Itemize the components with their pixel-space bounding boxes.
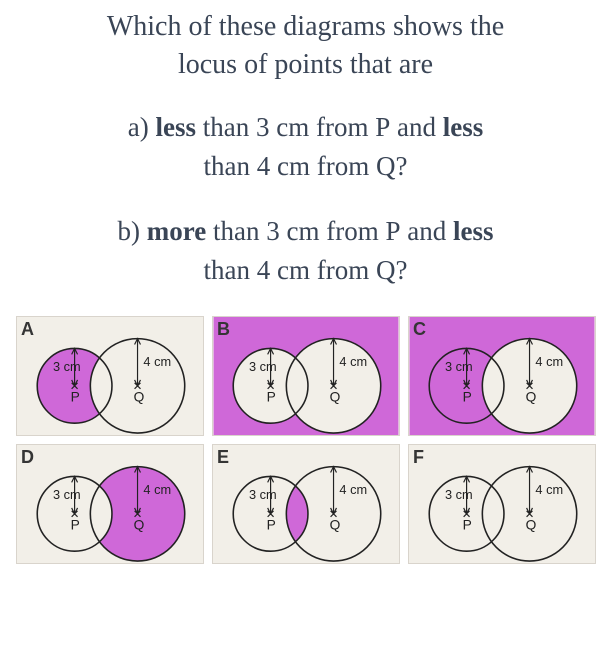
t: 3 cm — [256, 112, 309, 142]
venn-diagram: 3 cm 4 cm P Q — [409, 317, 595, 435]
svg-text:3 cm: 3 cm — [249, 359, 277, 374]
t: than — [206, 216, 266, 246]
part-b: b) more than 3 cm from P and less than 4… — [10, 212, 601, 290]
svg-text:3 cm: 3 cm — [53, 487, 81, 502]
t: and — [390, 112, 442, 142]
part-b-bold2: less — [453, 216, 494, 246]
t: from — [310, 255, 376, 285]
t: Q — [376, 255, 396, 285]
svg-text:3 cm: 3 cm — [445, 487, 473, 502]
svg-text:4 cm: 4 cm — [535, 482, 563, 497]
svg-text:P: P — [71, 390, 80, 405]
svg-text:P: P — [463, 390, 472, 405]
svg-text:Q: Q — [330, 518, 341, 533]
venn-diagram: 3 cm 4 cm P Q — [213, 317, 399, 435]
svg-text:Q: Q — [330, 390, 341, 405]
question-intro: Which of these diagrams shows the locus … — [10, 8, 601, 84]
part-a-prefix: a) — [128, 112, 156, 142]
t: from — [319, 216, 385, 246]
part-a-bold2: less — [443, 112, 484, 142]
svg-text:4 cm: 4 cm — [143, 482, 171, 497]
panel-label-c: C — [413, 319, 426, 340]
svg-text:P: P — [463, 518, 472, 533]
svg-text:4 cm: 4 cm — [143, 354, 171, 369]
svg-text:Q: Q — [526, 518, 537, 533]
part-b-bold1: more — [147, 216, 206, 246]
svg-text:Q: Q — [134, 390, 145, 405]
t: and — [401, 216, 453, 246]
venn-diagram: 3 cm 4 cm P Q — [17, 445, 203, 563]
svg-text:3 cm: 3 cm — [249, 487, 277, 502]
part-a: a) less than 3 cm from P and less than 4… — [10, 108, 601, 186]
svg-text:P: P — [71, 518, 80, 533]
t: ? — [396, 255, 408, 285]
intro-line2: locus of points that are — [178, 49, 433, 80]
svg-text:4 cm: 4 cm — [535, 354, 563, 369]
t: 3 cm — [266, 216, 319, 246]
t: than — [204, 255, 257, 285]
t: from — [310, 151, 376, 181]
t: 4 cm — [257, 151, 310, 181]
svg-text:3 cm: 3 cm — [445, 359, 473, 374]
panel-a: A 3 cm 4 cm P Q — [16, 316, 204, 436]
diagram-grid: A 3 cm 4 cm P Q B — [10, 316, 601, 564]
t: 4 cm — [257, 255, 310, 285]
panel-b: B 3 cm 4 cm P Q — [212, 316, 400, 436]
t: Q — [376, 151, 396, 181]
part-b-prefix: b) — [118, 216, 147, 246]
t: P — [375, 112, 390, 142]
svg-text:3 cm: 3 cm — [53, 359, 81, 374]
intro-line1: Which of these diagrams shows the — [107, 11, 504, 42]
panel-c: C 3 cm 4 cm P Q — [408, 316, 596, 436]
panel-label-b: B — [217, 319, 230, 340]
panel-f: F 3 cm 4 cm P Q — [408, 444, 596, 564]
panel-d: D 3 cm 4 cm P Q — [16, 444, 204, 564]
svg-text:4 cm: 4 cm — [339, 482, 367, 497]
venn-diagram: 3 cm 4 cm P Q — [409, 445, 595, 563]
panel-label-a: A — [21, 319, 34, 340]
svg-text:P: P — [267, 390, 276, 405]
svg-text:4 cm: 4 cm — [339, 354, 367, 369]
panel-label-d: D — [21, 447, 34, 468]
svg-text:P: P — [267, 518, 276, 533]
panel-label-f: F — [413, 447, 424, 468]
panel-e: E 3 cm 4 cm P Q — [212, 444, 400, 564]
panel-label-e: E — [217, 447, 229, 468]
t: than — [204, 151, 257, 181]
venn-diagram: 3 cm 4 cm P Q — [213, 445, 399, 563]
svg-text:Q: Q — [526, 390, 537, 405]
t: ? — [396, 151, 408, 181]
t: P — [385, 216, 400, 246]
part-a-bold1: less — [155, 112, 196, 142]
venn-diagram: 3 cm 4 cm P Q — [17, 317, 203, 435]
t: than — [196, 112, 256, 142]
svg-text:Q: Q — [134, 518, 145, 533]
t: from — [309, 112, 375, 142]
